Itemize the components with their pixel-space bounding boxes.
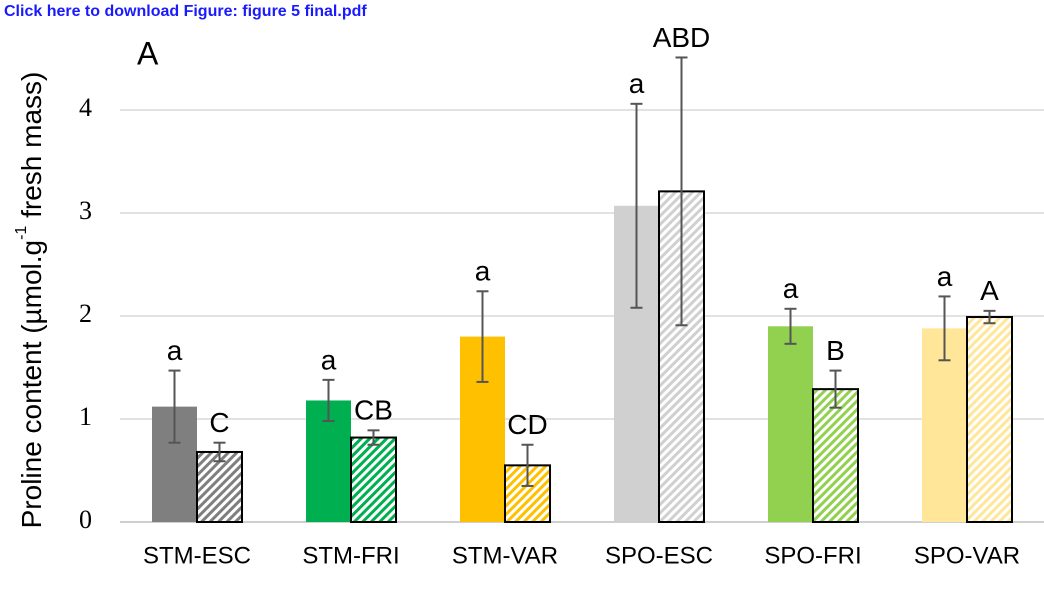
significance-letter: a xyxy=(629,68,645,99)
significance-letter: CD xyxy=(507,409,547,440)
bar xyxy=(350,436,397,524)
significance-letter: a xyxy=(475,256,491,287)
significance-letter: a xyxy=(783,273,799,304)
panel-label: A xyxy=(137,35,159,71)
y-axis-label: Proline content (µmol.g-1 fresh mass) xyxy=(13,72,47,529)
significance-letter: CB xyxy=(354,395,393,426)
significance-letter: A xyxy=(980,275,999,306)
bar xyxy=(196,450,243,523)
x-tick-label: SPO-ESC xyxy=(605,542,713,569)
significance-letter: C xyxy=(209,407,229,438)
x-tick-label: STM-VAR xyxy=(452,542,558,569)
significance-letter: a xyxy=(321,344,337,375)
x-tick-label: SPO-FRI xyxy=(764,542,861,569)
y-tick-label: 0 xyxy=(79,505,92,534)
significance-letter: B xyxy=(826,335,845,366)
significance-letter: a xyxy=(167,335,183,366)
x-tick-label: STM-FRI xyxy=(302,542,399,569)
bar xyxy=(966,316,1013,523)
y-tick-label: 1 xyxy=(79,402,92,431)
x-tick-label: SPO-VAR xyxy=(914,542,1020,569)
bar xyxy=(812,388,859,523)
significance-letter: a xyxy=(937,261,953,292)
y-tick-label: 2 xyxy=(79,299,92,328)
download-link[interactable]: Click here to download Figure: figure 5 … xyxy=(4,3,367,20)
y-tick-label: 3 xyxy=(79,196,92,225)
x-tick-label: STM-ESC xyxy=(143,542,251,569)
y-tick-label: 4 xyxy=(79,93,92,122)
bar xyxy=(768,326,813,522)
significance-letter: ABD xyxy=(653,22,711,53)
